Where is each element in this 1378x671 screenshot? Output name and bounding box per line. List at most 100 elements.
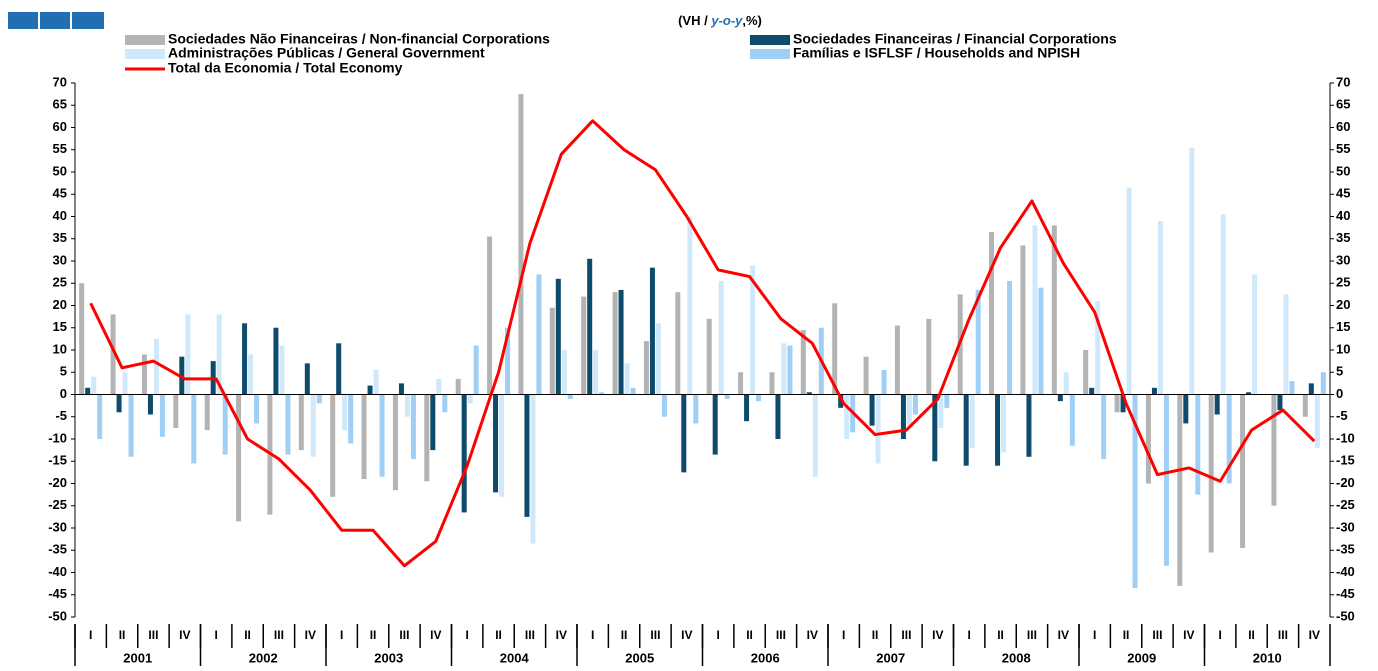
bar (298, 394, 304, 451)
bar (624, 363, 630, 395)
bar (1120, 394, 1126, 413)
bar (1226, 394, 1232, 484)
y2-tick-label: -30 (1336, 519, 1355, 534)
bar (1001, 394, 1007, 453)
y2-tick-label: 40 (1336, 208, 1350, 223)
bar (1089, 387, 1095, 395)
bar (944, 394, 950, 408)
bar (675, 292, 681, 395)
bar (248, 354, 254, 395)
y2-tick-label: 70 (1336, 74, 1350, 89)
y-tick-label: 45 (53, 186, 67, 201)
legend-label: Administrações Públicas / General Govern… (168, 45, 485, 61)
bar (1320, 372, 1326, 395)
bar (1026, 394, 1032, 457)
year-label: 2009 (1127, 650, 1156, 665)
x-tick-label: III (399, 628, 409, 642)
bar (1189, 147, 1195, 395)
x-tick-label: I (1219, 628, 1222, 642)
bar (505, 327, 511, 395)
bar (1246, 392, 1252, 395)
bar (549, 307, 555, 395)
y2-tick-label: -20 (1336, 475, 1355, 490)
x-tick-label: III (525, 628, 535, 642)
bar (906, 394, 912, 426)
bar (398, 383, 404, 395)
logo-block (40, 12, 70, 29)
bar (116, 394, 122, 413)
x-tick-label: III (650, 628, 660, 642)
bar (1114, 394, 1120, 413)
y-tick-label: -15 (48, 453, 67, 468)
bar (567, 394, 573, 399)
x-tick-label: II (997, 628, 1004, 642)
bar (995, 394, 1001, 466)
bar (404, 394, 410, 417)
bar (342, 394, 348, 431)
y2-tick-label: -35 (1336, 542, 1355, 557)
bar (410, 394, 416, 460)
bar (348, 394, 354, 444)
line (89, 119, 1316, 568)
bar (1220, 214, 1226, 395)
legend-label: Sociedades Não Financeiras / Non-financi… (168, 31, 550, 47)
bar (536, 274, 542, 395)
subtitle: (VH / y-o-y,%) (678, 13, 762, 28)
y-tick-label: -10 (48, 430, 67, 445)
x-tick-label: IV (807, 628, 818, 642)
x-tick-label: III (1278, 628, 1288, 642)
x-tick-label: II (621, 628, 628, 642)
bar (1277, 394, 1283, 411)
x-tick-label: IV (305, 628, 316, 642)
bar (1302, 394, 1308, 417)
bar (524, 394, 530, 517)
bar (1101, 394, 1107, 460)
bar (912, 394, 918, 415)
bar (373, 370, 379, 395)
bar (1271, 394, 1277, 506)
bar (1057, 394, 1063, 402)
bar (185, 314, 191, 395)
y2-tick-label: -10 (1336, 430, 1355, 445)
bar (1314, 394, 1320, 448)
bar (555, 278, 561, 395)
bar (875, 394, 881, 464)
bar (1157, 220, 1163, 395)
x-tick-label: I (340, 628, 343, 642)
bar (738, 372, 744, 395)
bar (487, 236, 493, 395)
bar (242, 323, 248, 395)
x-tick-label: IV (556, 628, 567, 642)
bar (97, 394, 103, 439)
bar (630, 387, 636, 395)
x-tick-label: II (244, 628, 251, 642)
bar (442, 394, 448, 413)
bar (643, 341, 649, 395)
bar (1069, 394, 1075, 446)
bar (661, 394, 667, 417)
subtitle-emphasis: y-o-y (710, 13, 743, 28)
bar (467, 394, 473, 404)
bar (473, 345, 479, 395)
bar (932, 394, 938, 462)
bar (461, 394, 467, 513)
bar (599, 392, 605, 395)
x-tick-label: I (968, 628, 971, 642)
bar (806, 392, 812, 395)
bar (881, 370, 887, 395)
bar (367, 385, 373, 395)
bar (361, 394, 367, 480)
x-tick-label: IV (932, 628, 943, 642)
x-tick-label: I (717, 628, 720, 642)
bar (969, 394, 975, 448)
bar (812, 394, 818, 477)
y-tick-label: 40 (53, 208, 67, 223)
y-tick-label: -40 (48, 564, 67, 579)
y-tick-label: 20 (53, 297, 67, 312)
bar (655, 323, 661, 395)
bar (122, 372, 128, 395)
y-tick-label: -50 (48, 608, 67, 623)
bar (1195, 394, 1201, 495)
year-label: 2008 (1002, 650, 1031, 665)
